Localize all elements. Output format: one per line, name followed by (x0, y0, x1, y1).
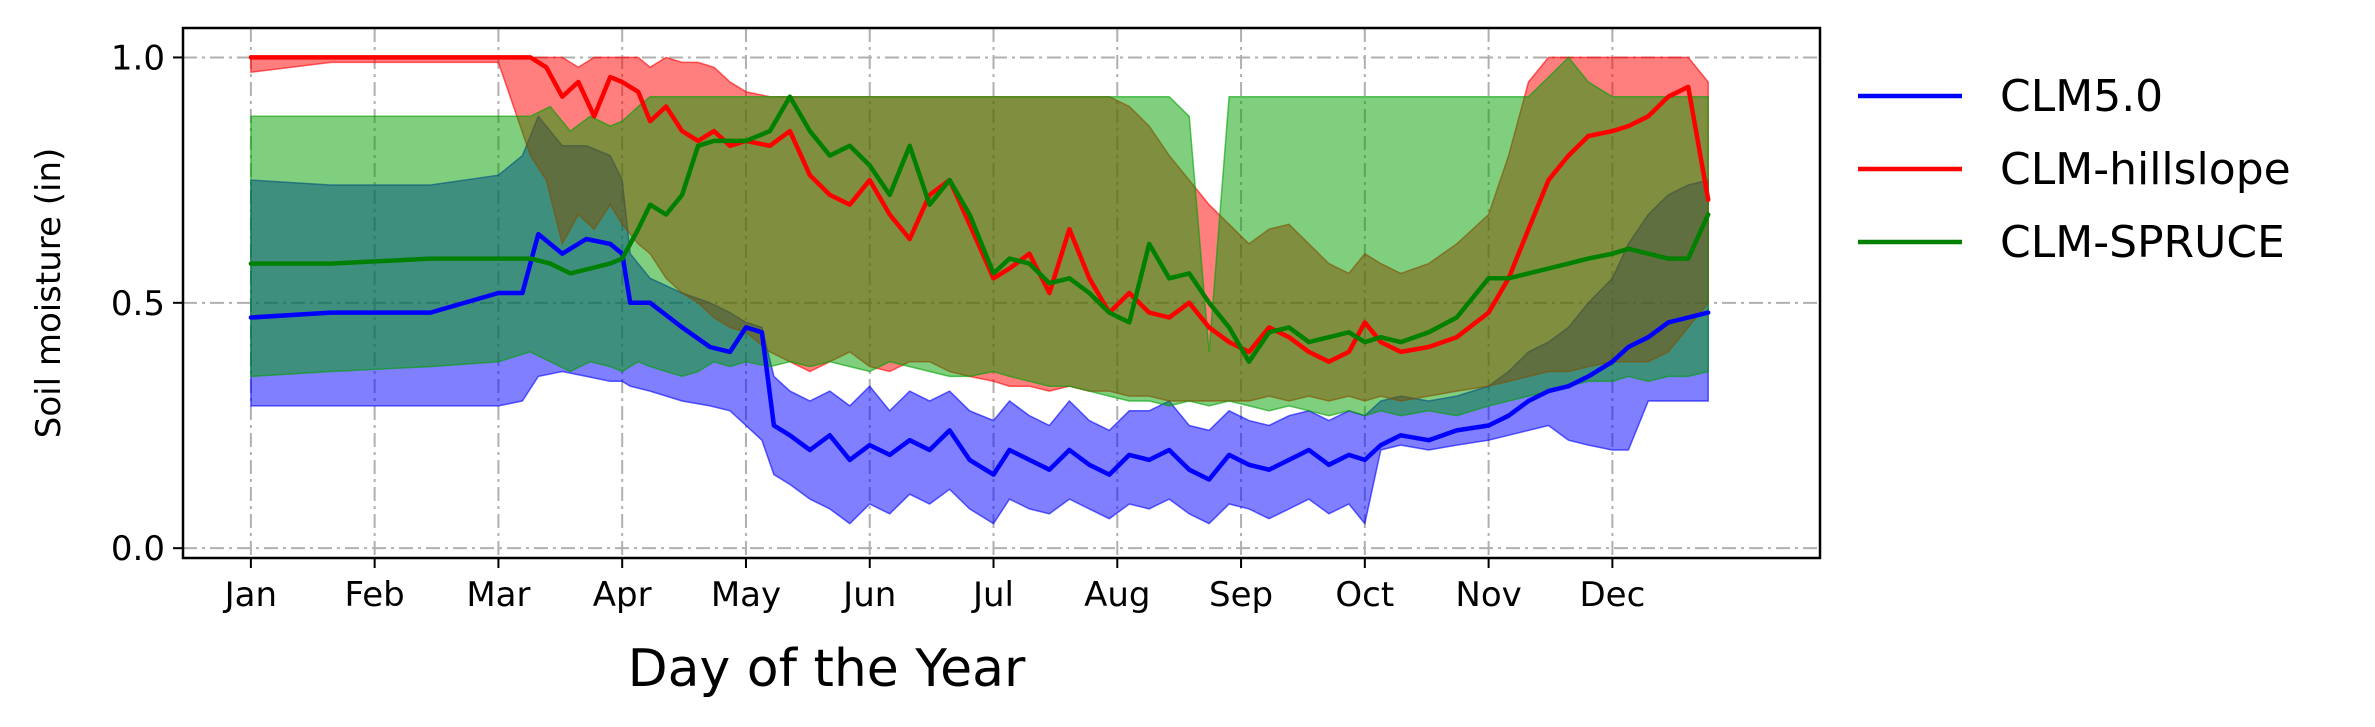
legend: CLM5.0 CLM-hillslope CLM-SPRUCE (1858, 71, 2291, 268)
line-clm-spruce (248, 94, 1711, 364)
x-tick-label: Oct (1335, 575, 1394, 615)
x-tick-label: Jun (841, 575, 896, 615)
line-clm5-0 (248, 231, 1711, 482)
x-tick-label: Apr (593, 575, 652, 615)
x-tick-label: Jan (223, 575, 277, 615)
legend-label: CLM-hillslope (2000, 144, 2291, 195)
x-axis-label: Day of the Year (628, 639, 1026, 699)
x-tick-label: Mar (466, 575, 530, 615)
x-tick-label: Feb (345, 575, 405, 615)
y-axis-label: Soil moisture (in) (29, 148, 69, 439)
y-tick-label: 0.5 (111, 284, 165, 324)
x-tick-label: Jul (971, 575, 1014, 615)
x-tick-label: Sep (1209, 575, 1273, 615)
x-tick-label: Nov (1455, 575, 1521, 615)
series-lines (248, 55, 1711, 482)
x-tick-label: Aug (1084, 575, 1150, 615)
axis-ticks: Jan Feb Mar Apr May Jun Jul Aug Sep Oct Nov Dec 0.0 0… (111, 38, 1645, 615)
y-tick-label: 1.0 (111, 38, 165, 78)
plot-frame (181, 26, 1822, 560)
x-tick-label: Dec (1579, 575, 1645, 615)
legend-label: CLM5.0 (2000, 71, 2163, 122)
x-tick-label: May (711, 575, 781, 615)
legend-label: CLM-SPRUCE (2000, 217, 2285, 268)
y-tick-label: 0.0 (111, 529, 165, 569)
